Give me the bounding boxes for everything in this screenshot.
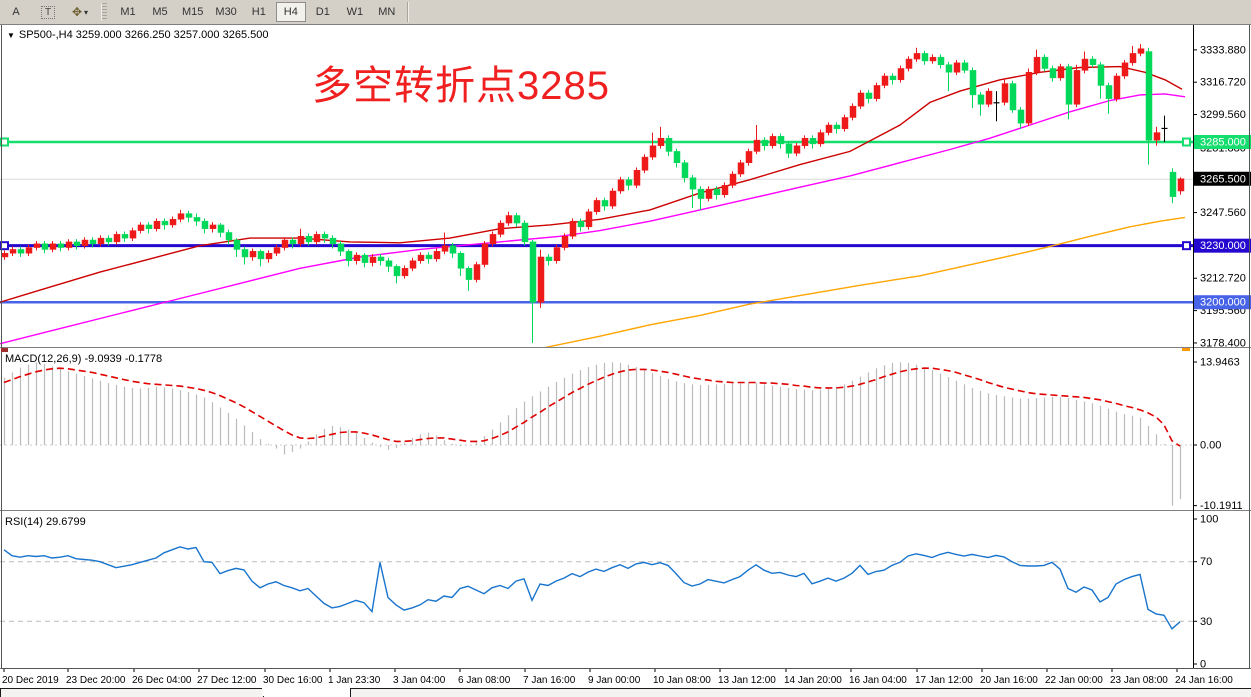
macd-indicator-label: MACD(12,26,9) -9.0939 -0.1778 <box>5 353 163 365</box>
chart-window[interactable]: 3333.8803316.7203299.5603281.8803247.560… <box>0 24 1251 688</box>
ma-line-mid_magenta <box>0 93 1186 345</box>
toolbar-separator <box>406 2 408 22</box>
svg-text:3285.000: 3285.000 <box>1200 137 1246 149</box>
svg-text:3299.560: 3299.560 <box>1200 109 1246 121</box>
svg-text:20 Dec 2019: 20 Dec 2019 <box>2 675 59 686</box>
svg-text:20 Jan 16:00: 20 Jan 16:00 <box>980 675 1038 686</box>
svg-text:1 Jan 23:30: 1 Jan 23:30 <box>328 675 381 686</box>
main-price-panel <box>0 43 1193 347</box>
macd-panel <box>0 362 1193 506</box>
symbol-title: ▼ SP500-,H4 3259.000 3266.250 3257.000 32… <box>7 29 268 41</box>
svg-text:70: 70 <box>1200 556 1212 568</box>
scrollbar-track-left[interactable] <box>0 688 264 697</box>
separator-grip-left <box>1 348 8 352</box>
svg-text:27 Dec 12:00: 27 Dec 12:00 <box>197 675 257 686</box>
text-tool-button[interactable]: T <box>33 2 63 22</box>
svg-text:3 Jan 04:00: 3 Jan 04:00 <box>393 675 446 686</box>
price-tag-3285.000 <box>1194 135 1251 149</box>
rsi-panel <box>0 546 1193 630</box>
hline-handle[interactable] <box>0 241 9 251</box>
svg-text:17 Jan 12:00: 17 Jan 12:00 <box>915 675 973 686</box>
symbol-dropdown-icon[interactable]: ▼ <box>7 31 15 40</box>
svg-text:6 Jan 08:00: 6 Jan 08:00 <box>458 675 511 686</box>
svg-text:3230.000: 3230.000 <box>1200 240 1246 252</box>
candlesticks <box>1 43 1185 343</box>
svg-text:23 Dec 20:00: 23 Dec 20:00 <box>66 675 126 686</box>
timeframe-button-group: M1 M5 M15 M30 H1 H4 D1 W1 MN <box>112 2 403 22</box>
svg-text:16 Jan 04:00: 16 Jan 04:00 <box>849 675 907 686</box>
chart-annotation-text: 多空转折点3285 <box>312 64 610 108</box>
svg-text:30 Dec 16:00: 30 Dec 16:00 <box>263 675 323 686</box>
svg-text:14 Jan 20:00: 14 Jan 20:00 <box>784 675 842 686</box>
svg-text:9 Jan 00:00: 9 Jan 00:00 <box>588 675 641 686</box>
svg-text:3247.560: 3247.560 <box>1200 207 1246 219</box>
hline-handle[interactable] <box>1182 241 1191 251</box>
chart-canvas[interactable]: 3333.8803316.7203299.5603281.8803247.560… <box>0 24 1251 697</box>
svg-text:0: 0 <box>1200 659 1206 671</box>
symbol-ohlc-text: SP500-,H4 3259.000 3266.250 3257.000 326… <box>18 29 269 41</box>
timeframe-button-m5[interactable]: M5 <box>152 6 168 18</box>
hline-handle[interactable] <box>1182 137 1191 147</box>
chevron-down-icon: ▾ <box>84 7 89 17</box>
svg-text:26 Dec 04:00: 26 Dec 04:00 <box>132 675 192 686</box>
draw-objects-button[interactable]: ✥ ▾ <box>65 2 95 22</box>
svg-text:23 Jan 08:00: 23 Jan 08:00 <box>1110 675 1168 686</box>
price-tag-3200.000 <box>1194 295 1251 310</box>
svg-text:3200.000: 3200.000 <box>1200 297 1246 309</box>
timeframe-button-h4[interactable]: H4 <box>275 2 306 22</box>
timeframe-button-d1[interactable]: D1 <box>315 6 330 18</box>
svg-text:30: 30 <box>1200 616 1212 628</box>
rsi-indicator-label: RSI(14) 29.6799 <box>5 516 86 528</box>
scrollbar-thumb[interactable] <box>262 688 350 696</box>
timeframe-button-w1[interactable]: W1 <box>346 6 364 18</box>
ma-line-slow_orange <box>544 216 1186 347</box>
svg-text:-10.1911: -10.1911 <box>1200 500 1243 512</box>
svg-text:13.9463: 13.9463 <box>1200 357 1240 369</box>
scrollbar-track-right[interactable] <box>350 688 1251 697</box>
svg-text:7 Jan 16:00: 7 Jan 16:00 <box>523 675 576 686</box>
price-axis: 3333.8803316.7203299.5603281.8803247.560… <box>1193 44 1251 671</box>
svg-text:10 Jan 08:00: 10 Jan 08:00 <box>653 675 711 686</box>
cursor-tool-button[interactable]: A <box>12 6 20 18</box>
svg-text:3333.880: 3333.880 <box>1200 44 1246 56</box>
timeframe-button-h1[interactable]: H1 <box>251 6 266 18</box>
timeframe-button-m1[interactable]: M1 <box>120 6 136 18</box>
svg-text:22 Jan 00:00: 22 Jan 00:00 <box>1045 675 1103 686</box>
macd-signal-line <box>3 367 1181 447</box>
top-toolbar: A T ✥ ▾ M1 M5 M15 M30 H1 H4 D1 W1 MN <box>0 0 1251 25</box>
svg-text:13 Jan 12:00: 13 Jan 12:00 <box>718 675 776 686</box>
svg-text:24 Jan 16:00: 24 Jan 16:00 <box>1175 675 1233 686</box>
svg-text:3316.720: 3316.720 <box>1200 77 1246 89</box>
chart-border <box>1 24 1250 669</box>
text-tool-icon: T <box>40 5 56 19</box>
horizontal-scrollbar[interactable] <box>0 688 1251 697</box>
rsi-line <box>3 546 1181 630</box>
svg-text:3265.500: 3265.500 <box>1200 173 1246 185</box>
timeframe-button-m30[interactable]: M30 <box>215 6 237 18</box>
svg-text:0.00: 0.00 <box>1200 440 1221 452</box>
svg-text:3178.400: 3178.400 <box>1200 337 1246 349</box>
hline-handle[interactable] <box>0 137 9 147</box>
timeframe-button-mn[interactable]: MN <box>378 6 396 18</box>
svg-text:3212.720: 3212.720 <box>1200 273 1246 285</box>
separator-grip-right <box>1182 348 1190 351</box>
timeframe-button-m15[interactable]: M15 <box>182 6 204 18</box>
svg-text:100: 100 <box>1200 514 1218 526</box>
price-tag-3230.000 <box>1194 238 1251 253</box>
toolbar-gripper[interactable] <box>101 3 107 21</box>
time-axis: 20 Dec 2019 23 Dec 20:00 26 Dec 04:00 27 De… <box>2 669 1233 686</box>
draw-objects-icon: ✥ <box>71 5 83 19</box>
price-tag-3265.500 <box>1194 171 1251 186</box>
